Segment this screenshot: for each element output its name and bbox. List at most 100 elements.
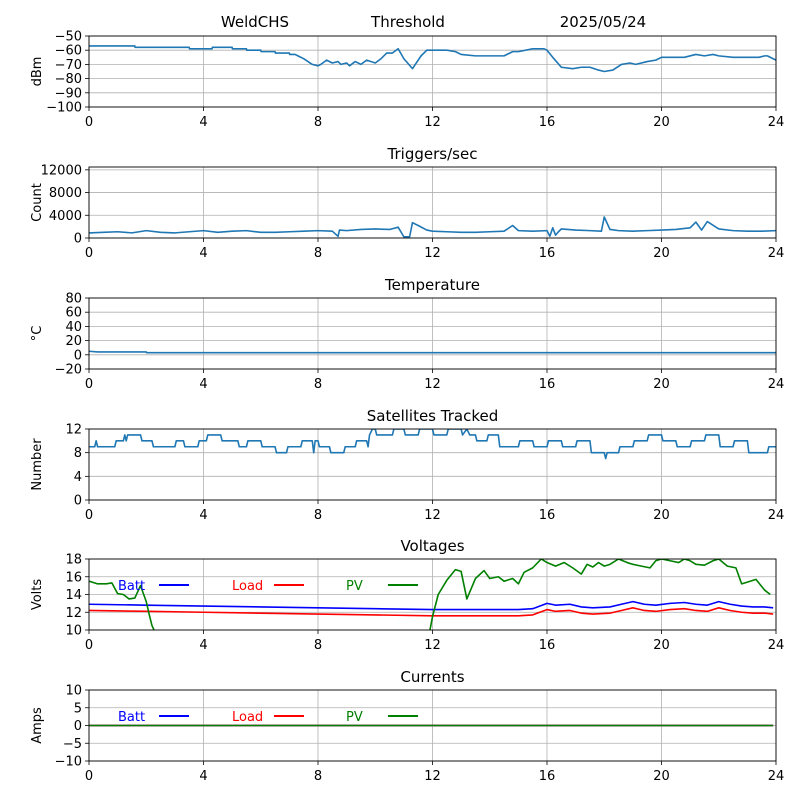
x-tick-label: 20 (653, 638, 670, 653)
y-tick-label: −50 (55, 30, 82, 45)
panel-voltages: 0 4 8 12 16 20 24 10 12 14 16 18 Voltages Volts Batt Lo… (30, 537, 784, 653)
x-tick-label: 12 (424, 377, 441, 392)
series-line-batt (89, 600, 774, 611)
y-tick-label: 0 (74, 232, 82, 247)
series-line-triggers (89, 216, 776, 238)
y-tick-label: 12000 (41, 163, 82, 178)
y-tick-label: 14 (65, 588, 82, 603)
series-line-temperature (89, 350, 776, 354)
series-line-load (89, 607, 774, 617)
y-tick-label: 4 (74, 470, 82, 485)
header-site: WeldCHS (221, 13, 289, 31)
x-tick-label: 0 (85, 638, 93, 653)
y-tick-label: 12 (65, 423, 82, 438)
x-tick-label: 12 (424, 508, 441, 523)
y-tick-label: −100 (46, 101, 82, 116)
panel-signal: 0 4 8 12 16 20 24 −100−90−80−70−60−50 dBm (30, 30, 784, 131)
x-tick-label: 24 (768, 246, 785, 261)
header-date: 2025/05/24 (560, 13, 646, 31)
x-tick-label: 0 (85, 377, 93, 392)
legend-label-load: Load (232, 710, 263, 725)
x-tick-label: 8 (314, 246, 322, 261)
x-tick-label: 20 (653, 508, 670, 523)
x-tick-label: 12 (424, 246, 441, 261)
x-tick-label: 4 (199, 246, 207, 261)
y-tick-label: 4000 (49, 209, 82, 224)
x-tick-label: 16 (539, 769, 556, 784)
panel-title: Temperature (384, 276, 480, 294)
x-tick-label: 20 (653, 246, 670, 261)
x-tick-label: 0 (85, 246, 93, 261)
x-tick-label: 0 (85, 115, 93, 130)
x-tick-label: 16 (539, 638, 556, 653)
x-tick-label: 24 (768, 638, 785, 653)
panel-title: Triggers/sec (387, 145, 478, 163)
y-tick-label: 18 (65, 553, 82, 568)
x-tick-label: 16 (539, 508, 556, 523)
panel-title: Voltages (400, 537, 464, 555)
x-tick-label: 12 (424, 115, 441, 130)
plot-frame (88, 428, 777, 501)
panel-currents: 0 4 8 12 16 20 24 −10 −5 0 5 10 Currents Amps Batt Load… (30, 668, 784, 784)
y-axis-label: dBm (30, 57, 45, 87)
x-tick-label: 4 (199, 377, 207, 392)
x-tick-label: 20 (653, 377, 670, 392)
x-tick-label: 4 (199, 638, 207, 653)
plot-frame (88, 35, 777, 108)
legend-label-batt: Batt (118, 710, 145, 725)
x-tick-label: 24 (768, 508, 785, 523)
y-tick-label: −70 (55, 58, 82, 73)
x-tick-label: 16 (539, 377, 556, 392)
x-tick-label: 12 (424, 769, 441, 784)
y-tick-label: 8000 (49, 186, 82, 201)
y-tick-label: 5 (74, 701, 82, 716)
series-line-pv (89, 559, 771, 630)
y-tick-label: −20 (55, 363, 82, 378)
legend-label-pv: PV (346, 579, 363, 594)
y-tick-label: −60 (55, 44, 82, 59)
y-axis-label: Count (30, 183, 45, 222)
x-tick-label: 4 (199, 769, 207, 784)
y-axis-label: °C (30, 326, 45, 342)
x-tick-label: 20 (653, 115, 670, 130)
header-mode: Threshold (370, 13, 445, 31)
x-tick-label: 8 (314, 115, 322, 130)
y-axis-label: Volts (30, 579, 45, 611)
x-tick-label: 8 (314, 638, 322, 653)
y-tick-label: −80 (55, 72, 82, 87)
plot-frame (88, 297, 777, 370)
x-tick-label: 8 (314, 769, 322, 784)
panel-triggers: 0 4 8 12 16 20 24 0 4000 8000 12000 Triggers/sec Cou… (30, 145, 784, 261)
x-tick-label: 4 (199, 115, 207, 130)
y-tick-label: 40 (65, 320, 82, 335)
series-line-signal (89, 45, 776, 73)
x-tick-label: 24 (768, 377, 785, 392)
y-tick-label: 0 (74, 719, 82, 734)
y-tick-label: 16 (65, 570, 82, 585)
y-axis-label: Amps (30, 707, 45, 744)
y-axis-label: Number (30, 438, 45, 491)
panel-title: Currents (400, 668, 464, 686)
y-tick-label: 0 (74, 494, 82, 509)
panel-title: Satellites Tracked (367, 407, 498, 425)
plot-frame (88, 166, 777, 239)
x-tick-label: 0 (85, 508, 93, 523)
y-tick-label: −10 (55, 755, 82, 770)
plot-frame (88, 558, 777, 631)
x-tick-label: 12 (424, 638, 441, 653)
x-tick-label: 4 (199, 508, 207, 523)
y-tick-label: 0 (74, 348, 82, 363)
legend-label-pv: PV (346, 710, 363, 725)
panel-satellites: 0 4 8 12 16 20 24 0 4 8 12 Satellites Tracked Number (30, 407, 784, 523)
x-tick-label: 8 (314, 508, 322, 523)
x-tick-label: 0 (85, 769, 93, 784)
x-tick-label: 16 (539, 246, 556, 261)
y-tick-label: 20 (65, 334, 82, 349)
plot-frame (88, 689, 777, 762)
x-tick-label: 20 (653, 769, 670, 784)
y-tick-label: 80 (65, 292, 82, 307)
